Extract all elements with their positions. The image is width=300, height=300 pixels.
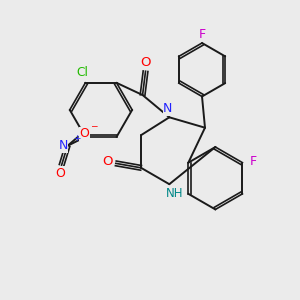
Text: N: N [163, 103, 172, 116]
Text: −: − [90, 122, 98, 130]
Text: F: F [249, 154, 256, 168]
Text: O: O [55, 167, 65, 180]
Text: O: O [80, 128, 89, 140]
Text: N: N [58, 139, 68, 152]
Text: O: O [102, 155, 113, 168]
Text: F: F [199, 28, 206, 40]
Text: NH: NH [166, 187, 183, 200]
Text: +: + [73, 134, 80, 143]
Text: O: O [140, 56, 151, 69]
Text: Cl: Cl [76, 66, 88, 79]
